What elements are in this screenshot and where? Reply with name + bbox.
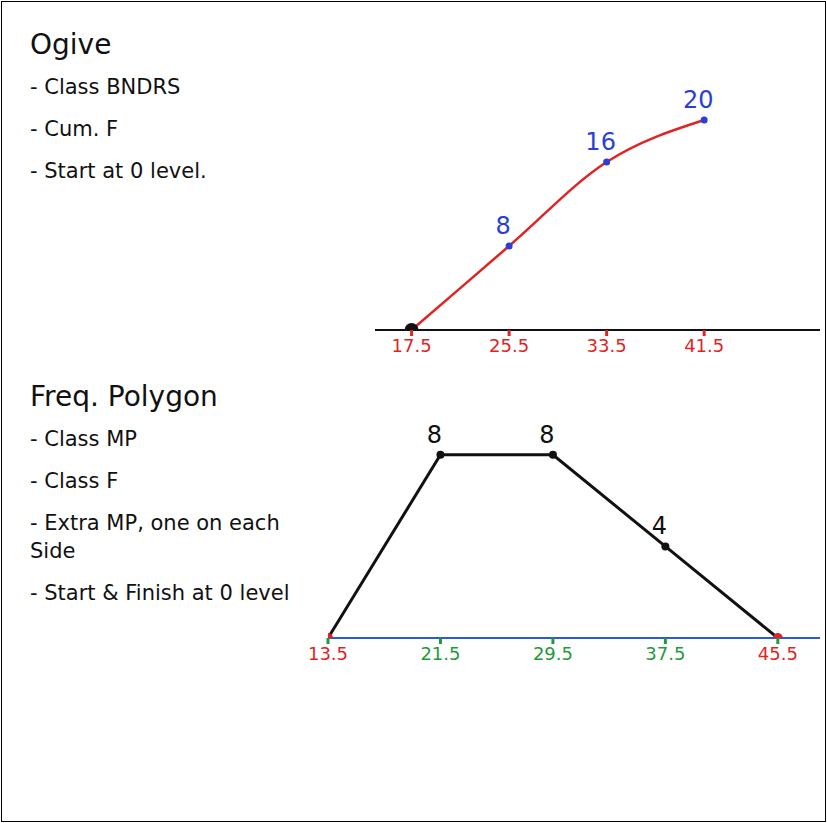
svg-text:20: 20 <box>683 86 714 114</box>
svg-text:8: 8 <box>495 212 510 240</box>
svg-text:37.5: 37.5 <box>645 643 685 664</box>
html-text:Freq. Polygon: Freq. Polygon <box>30 380 218 413</box>
html-text:- Extra MP, one on each Side: - Extra MP, one on each Side <box>30 511 280 563</box>
svg-text:29.5: 29.5 <box>533 643 573 664</box>
svg-text:45.5: 45.5 <box>758 643 798 664</box>
html-text:- Class BNDRS: - Class BNDRS <box>30 75 181 99</box>
html-text:- Class MP: - Class MP <box>30 427 137 451</box>
html-text:- Class F: - Class F <box>30 469 119 493</box>
svg-text:33.5: 33.5 <box>587 335 627 356</box>
svg-text:8: 8 <box>539 421 554 449</box>
html-text:- Cum. F: - Cum. F <box>30 117 119 141</box>
svg-text:41.5: 41.5 <box>684 335 724 356</box>
html-text:- Start at 0 level.: - Start at 0 level. <box>30 159 207 183</box>
svg-text:21.5: 21.5 <box>420 643 460 664</box>
svg-text:17.5: 17.5 <box>392 335 432 356</box>
svg-text:16: 16 <box>585 128 616 156</box>
svg-text:25.5: 25.5 <box>489 335 529 356</box>
html-text:Ogive: Ogive <box>30 28 112 61</box>
svg-text:13.5: 13.5 <box>308 643 348 664</box>
svg-text:8: 8 <box>427 421 442 449</box>
html-text:- Start & Finish at 0 level: - Start & Finish at 0 level <box>30 581 290 605</box>
svg-text:4: 4 <box>652 512 667 540</box>
